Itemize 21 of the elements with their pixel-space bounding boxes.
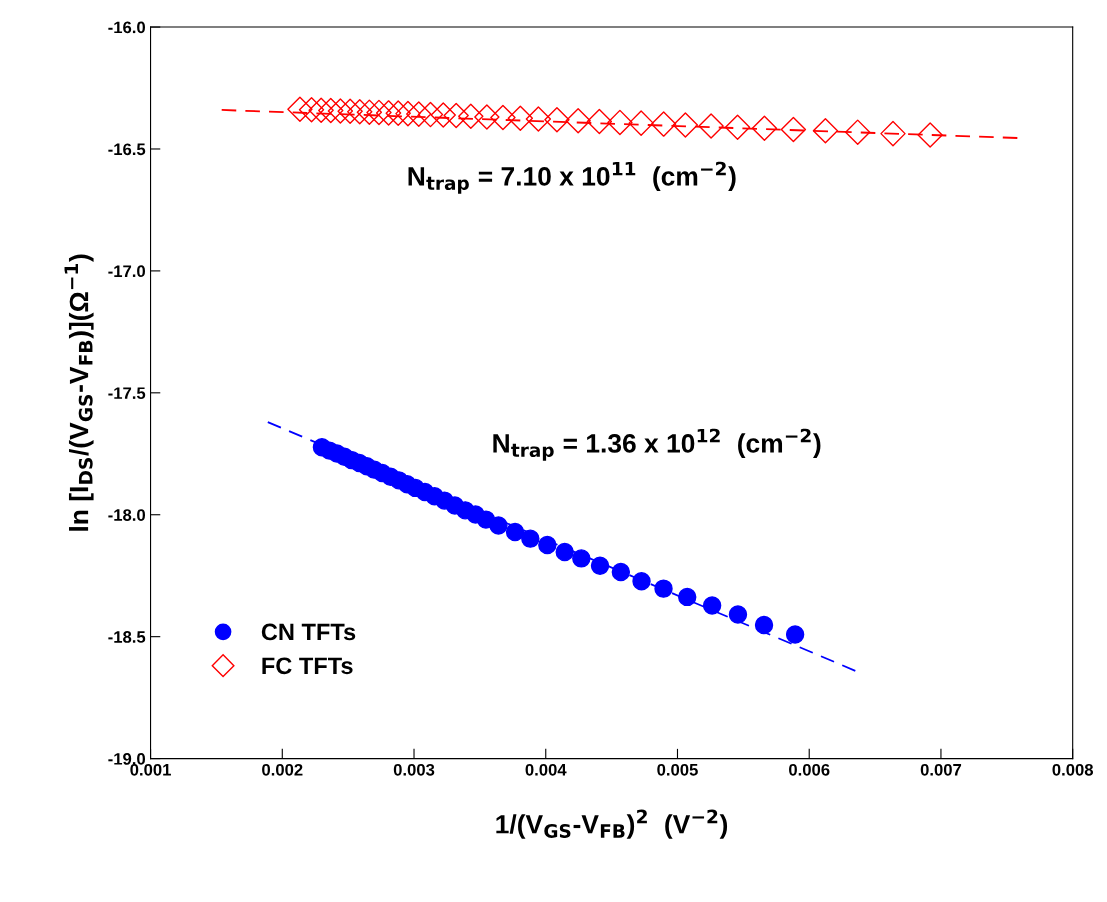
x-tick-label: 0.007 (920, 763, 962, 776)
y-tick-label: -18.5 (108, 631, 146, 643)
y-tick-label: -17.0 (108, 265, 146, 278)
annotation: N$_{trap}$ = 7.10 x 10$^{11}$ (cm$^{−2}$) (408, 161, 736, 194)
x-tick-label: 0.002 (262, 763, 303, 776)
y-tick-label: -17.5 (108, 387, 146, 400)
x-tick-label: 0.005 (657, 763, 698, 776)
x-tick-label: 0.006 (789, 763, 830, 776)
text: 1/(V$_{GS}$-V$_{FB}$)$^{2}$ (V$^{−2}$) (496, 809, 728, 839)
y-tick-label: -16.0 (108, 21, 146, 34)
y-tick-label: -16.5 (108, 143, 146, 156)
x-tick-label: 0.001 (130, 763, 171, 776)
annotation: N$_{trap}$ = 1.36 x 10$^{12}$ (cm$^{−2}$) (493, 428, 821, 461)
x-tick-label: 0.003 (393, 763, 435, 776)
text: ln [I$_{DS}$/(V$_{GS}$-V$_{FB}$)](Ω$^{−1}$) (64, 254, 94, 531)
legend-label: CN TFTs (261, 623, 356, 641)
x-tick-label: 0.008 (1052, 763, 1094, 776)
y-tick-label: -18.0 (108, 509, 146, 521)
x-tick-label: 0.004 (525, 763, 567, 776)
legend-label: FC TFTs (262, 657, 353, 675)
y-tick-label: -19.0 (108, 752, 146, 765)
